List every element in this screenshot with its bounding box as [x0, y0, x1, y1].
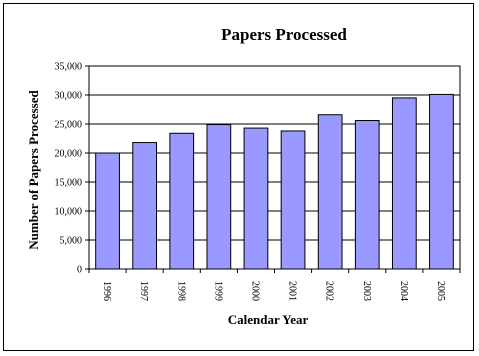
chart-title: Papers Processed	[221, 25, 347, 44]
y-tick-label: 5,000	[60, 236, 83, 247]
bar	[430, 94, 454, 269]
y-tick-label: 15,000	[55, 178, 83, 189]
bar	[96, 153, 120, 269]
bar	[207, 125, 231, 269]
y-tick-label: 20,000	[55, 149, 83, 160]
bar	[170, 133, 194, 269]
x-tick-label: 1998	[175, 281, 186, 301]
x-tick-label: 2000	[249, 281, 260, 301]
x-tick-label: 1996	[101, 281, 112, 301]
bar	[281, 131, 305, 269]
bar	[355, 121, 379, 269]
x-tick-label: 2003	[361, 281, 372, 301]
x-tick-label: 2002	[324, 281, 335, 301]
x-tick-label: 2004	[398, 281, 409, 301]
y-tick-label: 30,000	[55, 91, 83, 102]
bar	[318, 115, 342, 269]
y-tick-label: 35,000	[55, 62, 83, 73]
y-tick-label: 0	[77, 265, 82, 276]
x-tick-label: 1999	[212, 281, 223, 301]
bar	[392, 98, 416, 269]
x-tick-label: 2005	[435, 281, 446, 301]
x-tick-label: 2001	[287, 281, 298, 301]
bar	[133, 143, 157, 269]
x-tick-label: 1997	[138, 281, 149, 301]
y-tick-label: 25,000	[55, 120, 83, 131]
bar	[244, 128, 268, 269]
x-axis-label: Calendar Year	[228, 312, 309, 327]
y-tick-label: 10,000	[55, 207, 83, 218]
y-axis-label: Number of Papers Processed	[26, 89, 41, 249]
y-tick-labels: 0 5,000 10,000 15,000 20,000 25,000 30,000 35,0…	[55, 62, 83, 276]
x-tick-labels: 1996 1997 1998 1999 2000 2001 2002 2003 2004 2005	[101, 281, 446, 301]
